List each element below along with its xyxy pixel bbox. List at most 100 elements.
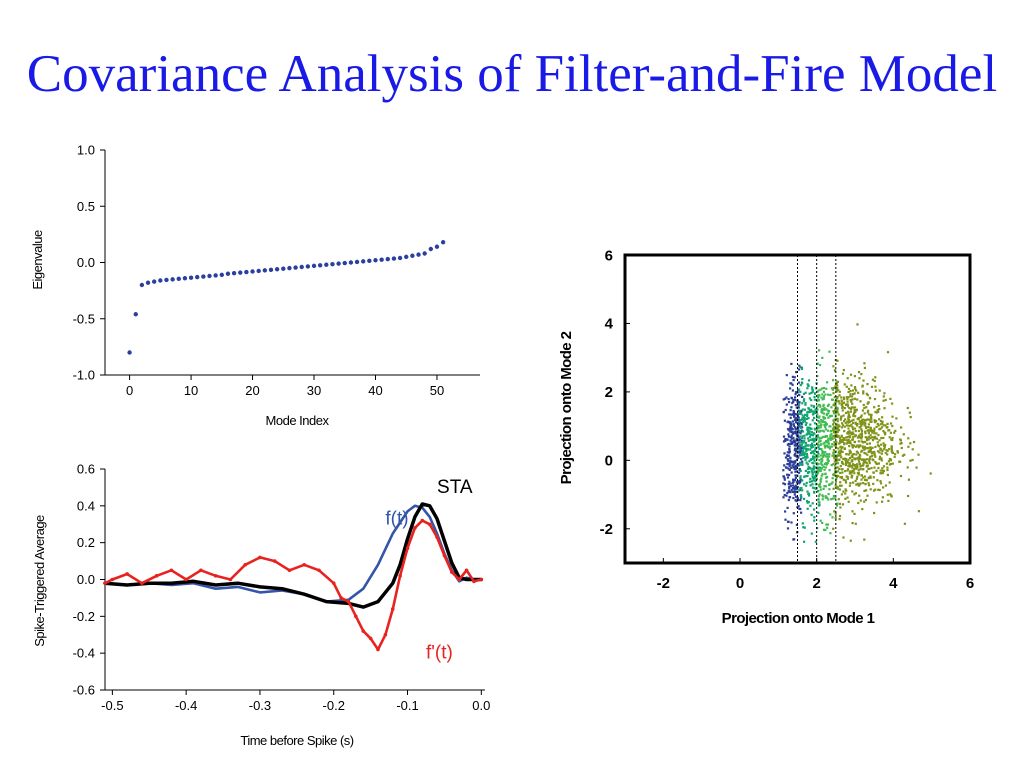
scatter-point	[806, 500, 809, 503]
scatter-point	[876, 409, 879, 412]
scatter-point	[814, 428, 817, 431]
data-point	[238, 270, 243, 275]
scatter-point	[833, 456, 836, 459]
scatter-point	[809, 458, 812, 461]
scatter-point	[838, 514, 842, 518]
scatter-point	[821, 452, 824, 455]
scatter-point	[784, 397, 787, 400]
scatter-point	[794, 499, 797, 502]
scatter-point	[829, 430, 832, 433]
scatter-point	[788, 487, 791, 490]
scatter-point	[807, 411, 810, 414]
scatter-point	[839, 476, 842, 479]
scatter-point	[835, 440, 838, 443]
scatter-point	[800, 412, 803, 415]
scatter-point	[851, 522, 854, 525]
scatter-point	[820, 423, 823, 426]
x-tick-label: 50	[430, 383, 444, 398]
scatter-point	[834, 369, 837, 372]
scatter-point	[893, 431, 896, 434]
scatter-point	[828, 447, 832, 450]
scatter-point	[783, 483, 787, 486]
scatter-point	[845, 385, 848, 388]
scatter-point	[801, 522, 804, 525]
data-point	[410, 253, 415, 258]
x-tick-label: -0.1	[396, 698, 418, 713]
y-tick-label: -0.2	[73, 609, 95, 624]
scatter-point	[787, 435, 791, 438]
scatter-point	[843, 443, 846, 446]
scatter-point	[786, 473, 789, 476]
scatter-point	[795, 406, 798, 409]
scatter-point	[837, 389, 840, 392]
scatter-point	[907, 494, 910, 498]
scatter-point	[806, 432, 809, 435]
scatter-point	[805, 448, 808, 451]
scatter-point	[796, 401, 800, 404]
scatter-point	[854, 435, 857, 438]
scatter-point	[856, 444, 859, 447]
scatter-point	[846, 496, 849, 499]
scatter-point	[814, 438, 817, 441]
scatter-point	[860, 450, 863, 453]
scatter-point	[816, 416, 819, 419]
scatter-point	[837, 454, 840, 457]
data-point	[367, 258, 372, 264]
scatter-point	[817, 426, 820, 429]
scatter-point	[869, 446, 872, 449]
scatter-point	[791, 464, 794, 467]
scatter-point	[806, 413, 809, 416]
f-series-line	[103, 504, 483, 603]
data-point	[311, 263, 317, 269]
scatter-point	[815, 428, 818, 431]
scatter-point	[782, 469, 785, 472]
scatter-point	[794, 474, 797, 477]
scatter-point	[872, 482, 875, 485]
scatter-point	[791, 375, 794, 378]
scatter-point	[840, 439, 843, 442]
scatter-point	[835, 477, 838, 481]
scatter-point	[865, 461, 868, 465]
scatter-point	[788, 413, 791, 416]
scatter-point	[889, 458, 892, 461]
scatter-point	[797, 436, 800, 439]
scatter-point	[815, 473, 819, 476]
scatter-point	[804, 423, 807, 426]
scatter-point	[807, 379, 811, 382]
scatter-point	[797, 505, 800, 508]
scatter-point	[798, 412, 801, 415]
scatter-point	[852, 418, 855, 421]
scatter-point	[815, 477, 818, 480]
scatter-point	[841, 460, 844, 463]
scatter-point	[794, 444, 797, 447]
y-tick-label: 0.2	[77, 535, 95, 550]
scatter-point	[851, 469, 854, 472]
y-tick-label: 0.6	[77, 462, 95, 477]
data-point	[228, 577, 233, 582]
scatter-point	[857, 440, 860, 443]
scatter-point	[869, 429, 873, 432]
scatter-point	[828, 469, 831, 472]
scatter-point	[821, 449, 824, 453]
scatter-point	[799, 450, 802, 453]
x-axis-label: Projection onto Mode 1	[722, 610, 875, 627]
scatter-point	[858, 457, 861, 460]
scatter-point	[849, 464, 852, 467]
scatter-point	[789, 416, 792, 419]
scatter-point	[843, 430, 846, 433]
scatter-point	[790, 406, 793, 409]
scatter-point	[852, 453, 855, 456]
scatter-point	[814, 392, 817, 395]
scatter-point	[812, 405, 816, 408]
y-tick-label: -0.4	[73, 646, 95, 661]
scatter-point	[813, 487, 816, 490]
scatter-point	[790, 440, 793, 443]
scatter-point	[886, 422, 889, 425]
scatter-point	[810, 438, 813, 441]
data-point	[140, 581, 144, 585]
scatter-point	[848, 407, 851, 410]
scatter-point	[819, 405, 822, 408]
scatter-point	[783, 478, 786, 481]
scatter-point	[849, 470, 852, 473]
scatter-point	[857, 473, 860, 476]
